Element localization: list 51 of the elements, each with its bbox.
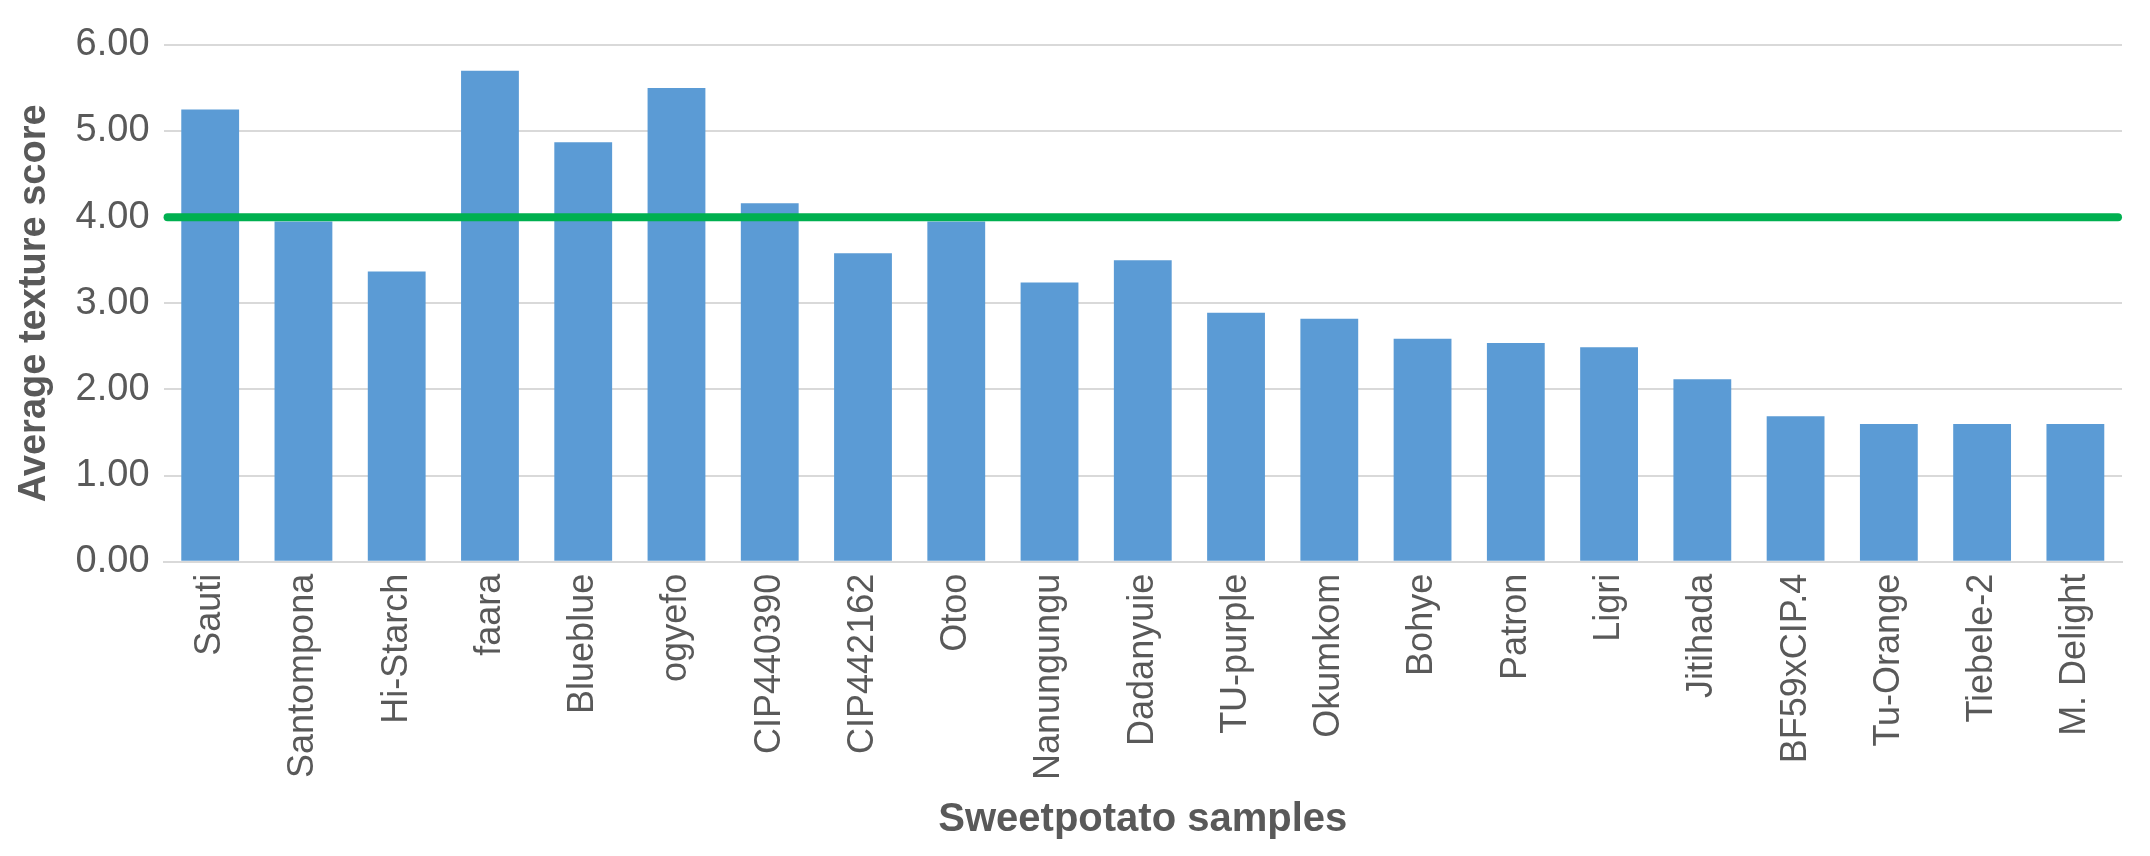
x-tick-label: Patron: [1492, 573, 1534, 680]
x-tick-label: TU-purple: [1212, 573, 1254, 734]
y-tick-label: 6.00: [75, 21, 150, 64]
x-tick-label: faara: [466, 572, 508, 656]
x-tick-label: ogyefo: [653, 573, 695, 682]
x-tick-label: Dadanyuie: [1119, 573, 1161, 746]
bar: [1580, 347, 1638, 561]
bar: [1300, 318, 1359, 561]
bar: [554, 142, 613, 561]
bar: [367, 271, 426, 561]
x-tick-label: Ligri: [1586, 573, 1627, 642]
y-tick-label: 4.00: [75, 193, 150, 236]
y-tick-label: 3.00: [75, 279, 150, 322]
x-tick-label: M. Delight: [2052, 573, 2094, 736]
bar: [1859, 423, 1918, 561]
x-axis-title: Sweetpotato samples: [938, 795, 1348, 840]
bar: [1020, 282, 1079, 561]
x-tick-label: Blueblue: [560, 573, 602, 714]
bar: [1953, 423, 2012, 561]
bar: [1207, 312, 1265, 561]
x-tick-label: Hi-Starch: [373, 573, 415, 724]
y-tick-label: 1.00: [75, 452, 150, 495]
x-tick-label: Sauti: [187, 573, 229, 656]
bar: [1766, 416, 1825, 561]
bar: [181, 109, 240, 561]
x-tick-label: CIP440390: [746, 573, 788, 754]
bar: [740, 203, 799, 561]
y-tick-label: 2.00: [75, 365, 150, 408]
bar: [274, 221, 333, 561]
y-tick-label: 0.00: [75, 538, 150, 581]
bar: [2046, 423, 2105, 561]
y-tick-label: 5.00: [75, 107, 150, 150]
x-tick-label: Otoo: [933, 573, 975, 652]
x-tick-label: CIP442162: [839, 573, 881, 754]
x-tick-label: Santompona: [280, 572, 322, 778]
bar: [1486, 342, 1545, 561]
bar: [647, 87, 706, 561]
x-tick-label: Nanungungu: [1026, 573, 1068, 781]
y-axis-title: Average texture score: [11, 104, 54, 503]
bar: [1113, 260, 1172, 561]
bar: [927, 221, 986, 561]
x-tick-label: Tiebele-2: [1959, 573, 2001, 723]
x-tick-label: Bohye: [1399, 573, 1441, 676]
x-tick-label: Tu-Orange: [1865, 573, 1907, 747]
x-tick-label: Jitihada: [1679, 572, 1721, 698]
bar: [1673, 379, 1732, 561]
x-tick-label: Okumkom: [1306, 573, 1348, 738]
bar: [834, 253, 892, 561]
bar: [1393, 338, 1452, 561]
bar: [461, 70, 519, 561]
x-tick-label: BF59xCIP.4: [1772, 573, 1814, 764]
